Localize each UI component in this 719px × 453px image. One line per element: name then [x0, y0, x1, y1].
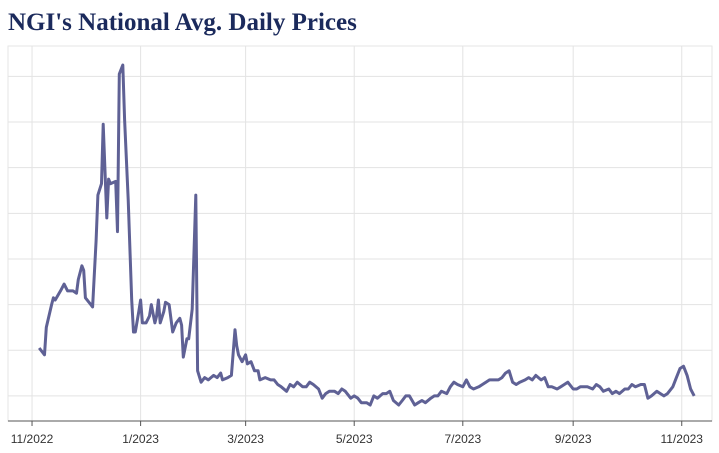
x-tick-label: 7/2023 [444, 432, 481, 446]
x-tick-label: 11/2022 [11, 432, 54, 446]
x-tick-label: 3/2023 [227, 432, 264, 446]
chart-title: NGI's National Avg. Daily Prices [8, 9, 357, 36]
x-tick-label: 5/2023 [336, 432, 373, 446]
x-tick-label: 9/2023 [555, 432, 592, 446]
x-tick-label: 11/2023 [660, 432, 703, 446]
line [38, 63, 696, 407]
x-tick-label: 1/2023 [122, 432, 159, 446]
plot-border [7, 45, 713, 422]
